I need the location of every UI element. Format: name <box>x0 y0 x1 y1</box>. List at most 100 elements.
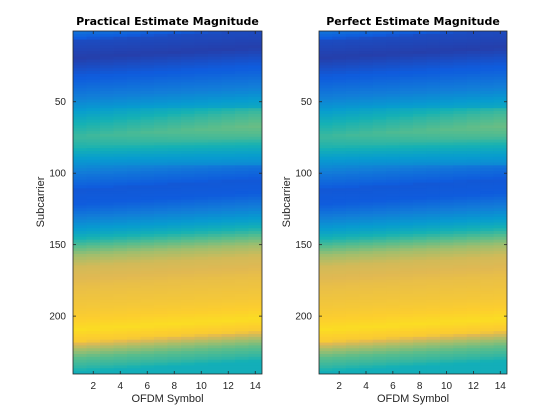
heatmap-cell <box>86 113 101 118</box>
heatmap-cell <box>332 125 347 129</box>
heatmap-cell <box>127 182 142 186</box>
heatmap-cell <box>359 305 374 309</box>
heatmap-cell <box>100 199 115 204</box>
heatmap-cell <box>86 71 101 75</box>
heatmap-cell <box>319 131 334 135</box>
heatmap-cell <box>208 279 223 284</box>
heatmap-cell <box>235 253 250 258</box>
heatmap-cell <box>332 242 347 246</box>
heatmap-cell <box>113 313 128 318</box>
heatmap-cell <box>359 116 374 121</box>
heatmap-cell <box>332 311 347 315</box>
heatmap-cell <box>221 345 236 349</box>
heatmap-cell <box>386 356 401 361</box>
heatmap-cell <box>426 356 441 361</box>
heatmap-cell <box>181 308 196 312</box>
heatmap-cell <box>466 248 481 252</box>
heatmap-cell <box>154 245 169 249</box>
heatmap-cell <box>248 131 262 135</box>
heatmap-cell <box>113 116 128 121</box>
heatmap-cell <box>359 236 374 241</box>
heatmap-cell <box>332 202 347 206</box>
heatmap-cell <box>86 245 101 249</box>
heatmap-cell <box>359 91 374 95</box>
heatmap-cell <box>86 168 101 172</box>
heatmap-cell <box>86 319 101 324</box>
heatmap-cell <box>73 353 88 358</box>
heatmap-cell <box>235 119 250 124</box>
heatmap-cell <box>181 216 196 221</box>
heatmap-cell <box>493 45 507 49</box>
heatmap-cell <box>439 111 454 115</box>
heatmap-cell <box>194 228 209 232</box>
heatmap-cell <box>194 219 209 224</box>
heatmap-cell <box>332 208 347 212</box>
heatmap-cell <box>113 71 128 75</box>
heatmap-cell <box>493 205 507 209</box>
heatmap-cell <box>113 276 128 281</box>
heatmap-cell <box>345 162 360 166</box>
heatmap-cell <box>181 148 196 152</box>
heatmap-cell <box>194 271 209 275</box>
heatmap-cell <box>466 245 481 249</box>
heatmap-cell <box>319 168 334 172</box>
heatmap-cell <box>100 191 115 195</box>
heatmap-cell <box>372 173 387 178</box>
heatmap-cell <box>140 256 155 261</box>
heatmap-cell <box>413 308 428 312</box>
heatmap-cell <box>194 356 209 361</box>
heatmap-cell <box>140 168 155 172</box>
heatmap-cell <box>100 231 115 235</box>
heatmap-cell <box>493 96 507 101</box>
heatmap-cell <box>480 242 495 246</box>
heatmap-cell <box>127 311 142 315</box>
heatmap-cell <box>167 219 182 224</box>
heatmap-cell <box>113 36 128 41</box>
heatmap-cell <box>453 368 468 372</box>
heatmap-cell <box>439 268 454 272</box>
heatmap-cell <box>372 153 387 158</box>
heatmap-cell <box>248 253 262 258</box>
heatmap-cell <box>332 168 347 172</box>
heatmap-cell <box>86 228 101 232</box>
heatmap-cell <box>208 102 223 106</box>
heatmap-cell <box>399 299 414 304</box>
heatmap-cell <box>154 273 169 278</box>
heatmap-cell <box>439 333 454 338</box>
heatmap-cell <box>73 62 88 66</box>
heatmap-cell <box>493 262 507 266</box>
heatmap-cell <box>181 296 196 301</box>
heatmap-cell <box>466 202 481 206</box>
heatmap-cell <box>208 145 223 149</box>
heatmap-cell <box>399 253 414 258</box>
heatmap-cell <box>426 305 441 309</box>
heatmap-cell <box>208 179 223 184</box>
heatmap-cell <box>140 325 155 329</box>
heatmap-cell <box>248 133 262 138</box>
heatmap-cell <box>399 296 414 301</box>
heatmap-cell <box>194 65 209 69</box>
heatmap-cell <box>73 33 88 38</box>
heatmap-cell <box>480 173 495 178</box>
heatmap-cell <box>127 59 142 64</box>
heatmap-cell <box>345 365 360 369</box>
heatmap-cell <box>480 48 495 52</box>
heatmap-cell <box>235 79 250 84</box>
heatmap-cell <box>345 336 360 341</box>
heatmap-cell <box>426 165 441 169</box>
heatmap-cell <box>100 79 115 84</box>
heatmap-cell <box>466 108 481 112</box>
heatmap-cell <box>194 248 209 252</box>
heatmap-cell <box>493 59 507 64</box>
heatmap-cell <box>332 245 347 249</box>
heatmap-cell <box>73 79 88 84</box>
heatmap-cell <box>181 362 196 367</box>
heatmap-cell <box>208 33 223 38</box>
heatmap-cell <box>426 228 441 232</box>
heatmap-cell <box>181 165 196 169</box>
heatmap-cell <box>466 68 481 72</box>
heatmap-cell <box>399 322 414 327</box>
heatmap-cell <box>386 99 401 104</box>
heatmap-cell <box>413 99 428 104</box>
heatmap-cell <box>167 313 182 318</box>
